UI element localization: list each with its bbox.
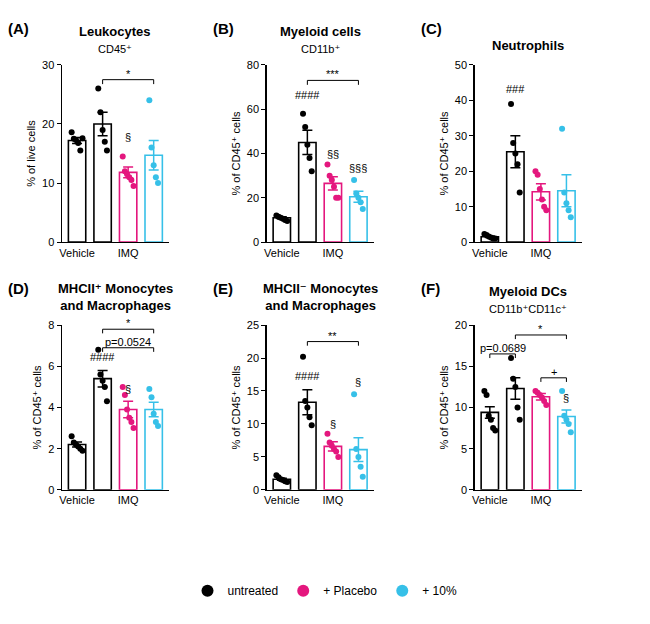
svg-text:% of CD45⁺ cells: % of CD45⁺ cells [438,365,450,450]
svg-text:10: 10 [247,418,259,430]
svg-text:####: #### [295,370,320,382]
svg-text:6: 6 [48,360,54,372]
svg-text:§: § [125,383,131,395]
svg-text:IMQ: IMQ [118,494,139,506]
svg-text:§§§: §§§ [349,162,367,174]
svg-text:CD45⁺: CD45⁺ [98,43,132,55]
svg-text:0: 0 [48,484,54,496]
svg-text:20: 20 [455,165,467,177]
svg-text:% of CD45⁺ cells: % of CD45⁺ cells [438,111,450,196]
svg-text:60: 60 [247,103,259,115]
svg-text:Vehicle: Vehicle [264,247,299,259]
svg-text:Vehicle: Vehicle [472,494,507,506]
svg-text:###: ### [506,83,525,95]
svg-text:Neutrophils: Neutrophils [492,38,564,53]
svg-text:(B): (B) [213,20,234,37]
svg-text:% of CD45⁺ cells: % of CD45⁺ cells [230,111,242,196]
svg-text:(D): (D) [8,280,29,297]
svg-text:§§: §§ [327,148,339,160]
svg-text:Vehicle: Vehicle [472,247,507,259]
svg-text:CD11b⁺CD11c⁺: CD11b⁺CD11c⁺ [489,303,567,315]
svg-text:0: 0 [253,484,259,496]
svg-text:MHCII⁺ Monocytesand Macrophage: MHCII⁺ Monocytesand Macrophages [58,281,173,313]
svg-text:10: 10 [455,401,467,413]
svg-text:+ Placebo: + Placebo [323,584,377,598]
svg-text:§: § [125,131,131,143]
svg-text:Myeloid cells: Myeloid cells [280,24,361,39]
svg-text:20: 20 [247,352,259,364]
svg-text:20: 20 [247,192,259,204]
svg-text:0: 0 [461,236,467,248]
svg-text:Myeloid DCs: Myeloid DCs [489,284,567,299]
svg-text:####: #### [295,89,320,101]
svg-text:**: ** [328,330,337,342]
svg-text:8: 8 [48,319,54,331]
svg-text:IMQ: IMQ [530,247,551,259]
svg-text:p=0.0524: p=0.0524 [105,336,151,348]
svg-text:% of CD45⁺ cells: % of CD45⁺ cells [31,365,43,450]
svg-text:80: 80 [247,59,259,71]
svg-text:2: 2 [48,443,54,455]
svg-text:Vehicle: Vehicle [59,494,94,506]
svg-text:IMQ: IMQ [530,494,551,506]
svg-text:p=0.0689: p=0.0689 [480,342,526,354]
svg-text:30: 30 [42,59,54,71]
svg-text:5: 5 [461,443,467,455]
svg-text:10: 10 [42,177,54,189]
svg-text:####: #### [90,351,115,363]
svg-text:25: 25 [247,319,259,331]
svg-text:30: 30 [455,130,467,142]
svg-text:50: 50 [455,59,467,71]
svg-text:4: 4 [48,401,54,413]
svg-text:(C): (C) [421,20,442,37]
svg-text:+: + [551,366,557,378]
svg-text:20: 20 [455,319,467,331]
svg-text:*: * [126,68,131,80]
svg-text:20: 20 [42,118,54,130]
svg-text:IMQ: IMQ [322,247,343,259]
svg-text:0: 0 [461,484,467,496]
svg-text:+ 10%: + 10% [422,584,457,598]
svg-text:§: § [563,392,569,404]
svg-text:§: § [355,376,361,388]
svg-text:(F): (F) [421,280,440,297]
svg-text:0: 0 [253,236,259,248]
svg-text:Vehicle: Vehicle [59,247,94,259]
svg-text:15: 15 [247,385,259,397]
svg-text:*: * [126,317,131,329]
svg-text:§: § [330,418,336,430]
svg-text:40: 40 [247,147,259,159]
svg-text:0: 0 [48,236,54,248]
svg-text:IMQ: IMQ [118,247,139,259]
svg-text:% of CD45⁺ cells: % of CD45⁺ cells [230,365,242,450]
svg-text:CD11b⁺: CD11b⁺ [301,43,340,55]
svg-text:(E): (E) [213,280,233,297]
svg-text:% of live cells: % of live cells [25,120,37,187]
svg-text:(A): (A) [8,20,29,37]
svg-text:Leukocytes: Leukocytes [79,24,151,39]
svg-text:5: 5 [253,451,259,463]
svg-text:*: * [538,323,543,335]
svg-text:40: 40 [455,94,467,106]
svg-text:untreated: untreated [228,584,279,598]
svg-text:10: 10 [455,201,467,213]
svg-text:IMQ: IMQ [322,494,343,506]
svg-text:Vehicle: Vehicle [264,494,299,506]
svg-text:15: 15 [455,360,467,372]
svg-text:***: *** [326,68,340,80]
svg-text:MHCII⁻ Monocytesand Macrophage: MHCII⁻ Monocytesand Macrophages [263,281,378,313]
